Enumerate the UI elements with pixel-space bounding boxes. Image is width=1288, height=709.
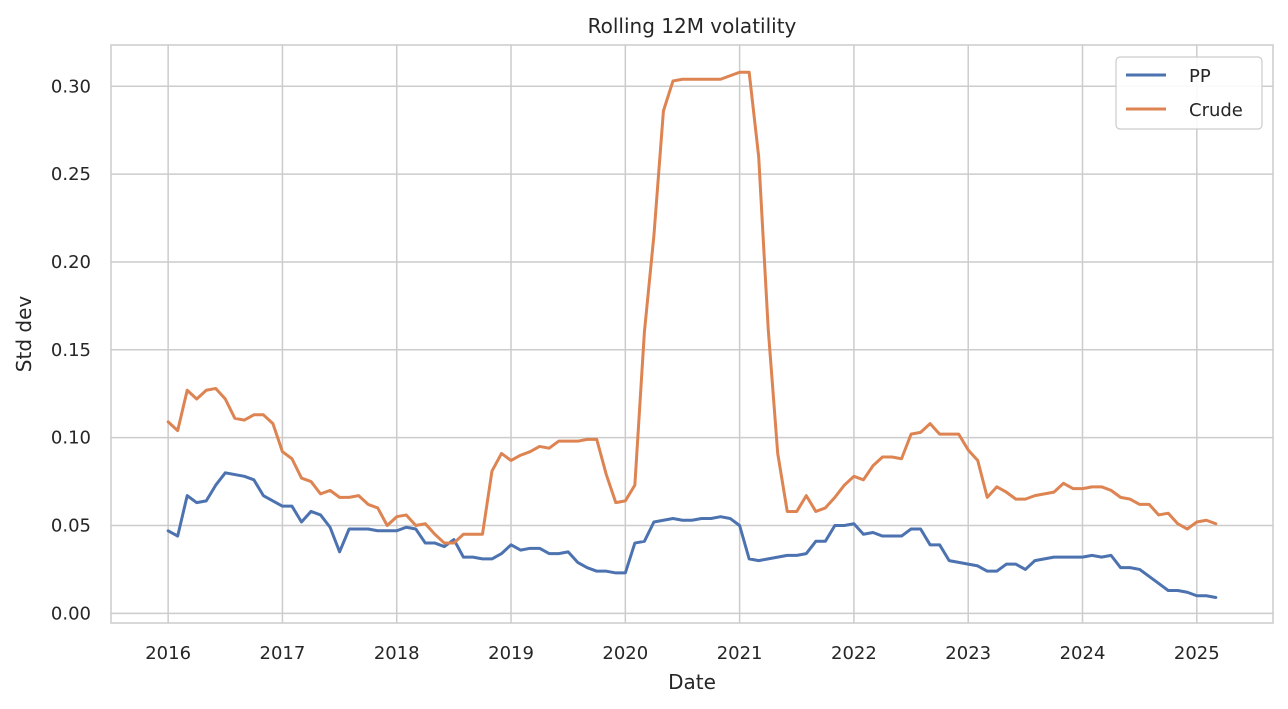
x-tick-label: 2022 (831, 643, 877, 664)
x-tick-label: 2016 (145, 643, 191, 664)
y-tick-label: 0.25 (51, 164, 91, 185)
x-axis-label: Date (668, 670, 716, 694)
y-tick-label: 0.05 (51, 515, 91, 536)
y-axis-label: Std dev (12, 296, 36, 373)
y-tick-label: 0.00 (51, 603, 91, 624)
x-tick-label: 2017 (260, 643, 306, 664)
y-tick-label: 0.15 (51, 340, 91, 361)
x-tick-label: 2023 (945, 643, 991, 664)
chart-title: Rolling 12M volatility (588, 14, 797, 38)
y-tick-label: 0.30 (51, 76, 91, 97)
legend-label-crude: Crude (1189, 100, 1243, 121)
x-tick-label: 2024 (1060, 643, 1106, 664)
series-line-pp (166, 471, 1218, 600)
series-lines (166, 70, 1218, 600)
x-tick-label: 2019 (488, 643, 534, 664)
grid-lines (111, 45, 1273, 623)
y-tick-label: 0.20 (51, 252, 91, 273)
y-axis-ticks: 0.00 0.05 0.10 0.15 0.20 0.25 0.30 (51, 76, 91, 624)
x-tick-label: 2021 (717, 643, 763, 664)
x-tick-label: 2020 (602, 643, 648, 664)
x-tick-label: 2025 (1174, 643, 1220, 664)
x-tick-label: 2018 (374, 643, 420, 664)
legend: PP Crude (1115, 56, 1263, 130)
x-axis-ticks: 2016 2017 2018 2019 2020 2021 2022 2023 2024 2025 (145, 643, 1219, 664)
plot-frame (110, 44, 1274, 624)
series-line-crude (166, 70, 1218, 545)
legend-label-pp: PP (1189, 66, 1211, 87)
y-tick-label: 0.10 (51, 428, 91, 449)
